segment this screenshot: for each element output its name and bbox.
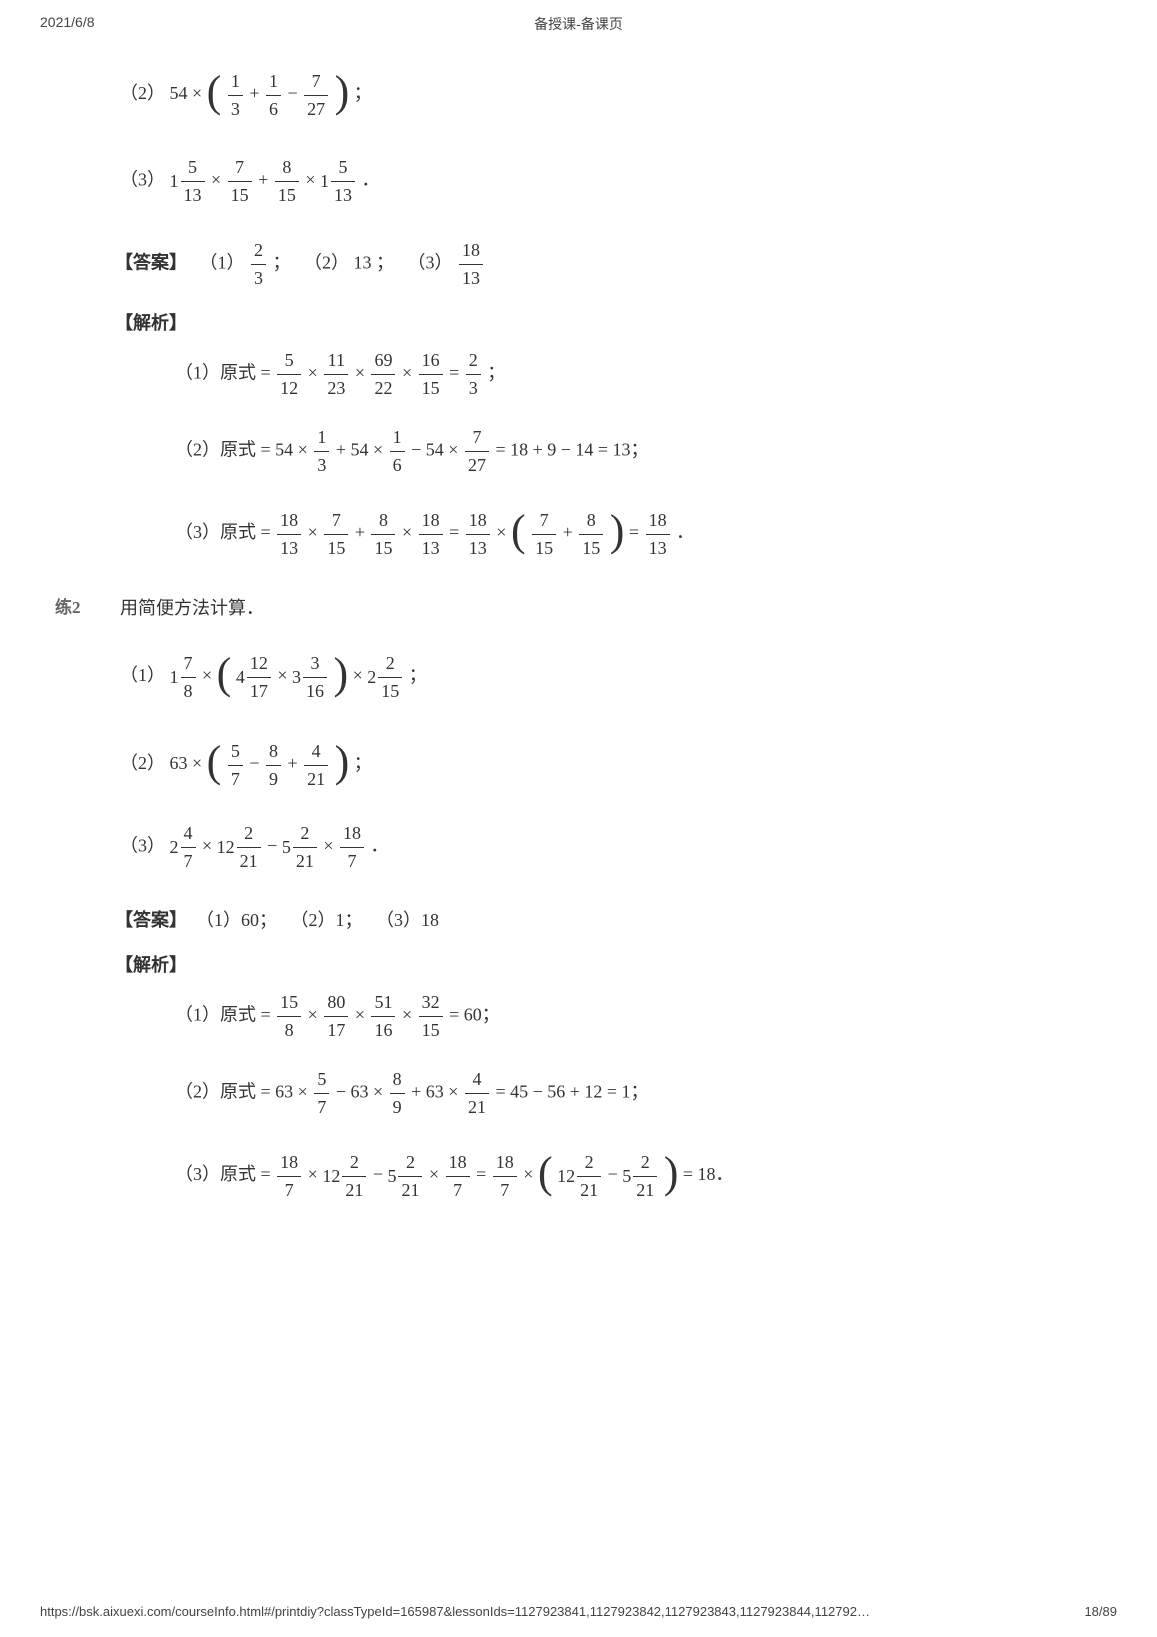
answer-2-block: 【答案】 （1）60； （2）1； （3）18 [115,907,1157,934]
problem-2-3: （3） 247 × 12221 − 5221 × 187 ． [120,820,1157,875]
document-body: （2） 54 × ( 13 + 16 − 727 ) ； （3） 1513 × … [0,50,1157,1219]
footer-url: https://bsk.aixuexi.com/courseInfo.html#… [40,1604,870,1619]
footer-page-number: 18/89 [1084,1604,1117,1619]
problem-2-1: （1） 178 × ( 41217 × 3316 ) × 2215 ； [120,644,1157,710]
exercise-2-stem: 用简便方法计算． [120,598,264,618]
solution-2-label: 【解析】 [115,952,1157,979]
page-footer: https://bsk.aixuexi.com/courseInfo.html#… [40,1604,1117,1619]
solution-2-3: （3）原式 = 187 × 12221 − 5221 × 187 = 187 ×… [175,1143,1157,1209]
problem-1-2: （2） 54 × ( 13 + 16 − 727 ) ； [120,62,1157,128]
exercise-2-header: 练2 用简便方法计算． [0,595,1157,622]
problem-2-2: （2） 63 × ( 57 − 89 + 421 ) ； [120,732,1157,798]
exercise-2-label: 练2 [55,595,81,621]
header-date: 2021/6/8 [40,14,95,30]
solution-1-3: （3）原式 = 1813 × 715 + 815 × 1813 = 1813 ×… [175,501,1157,567]
solution-1-2: （2）原式 = 54 × 13 + 54 × 16 − 54 × 727 = 1… [175,424,1157,479]
header-title: 备授课-备课页 [534,14,623,34]
solution-1-1: （1）原式 = 512 × 1123 × 6922 × 1615 = 23 ； [175,347,1157,402]
answer-label: 【答案】 [115,253,187,273]
answer-1-block: 【答案】 （1） 23 ； （2） 13 ； （3） 1813 [115,237,1157,292]
answer-label: 【答案】 [115,910,187,930]
solution-2-2: （2）原式 = 63 × 57 − 63 × 89 + 63 × 421 = 4… [175,1066,1157,1121]
solution-2-1: （1）原式 = 158 × 8017 × 5116 × 3215 = 60； [175,989,1157,1044]
right-paren-icon: ) [335,59,350,125]
left-paren-icon: ( [207,59,222,125]
problem-1-3: （3） 1513 × 715 + 815 × 1513 ． [120,154,1157,209]
solution-1-label: 【解析】 [115,310,1157,337]
